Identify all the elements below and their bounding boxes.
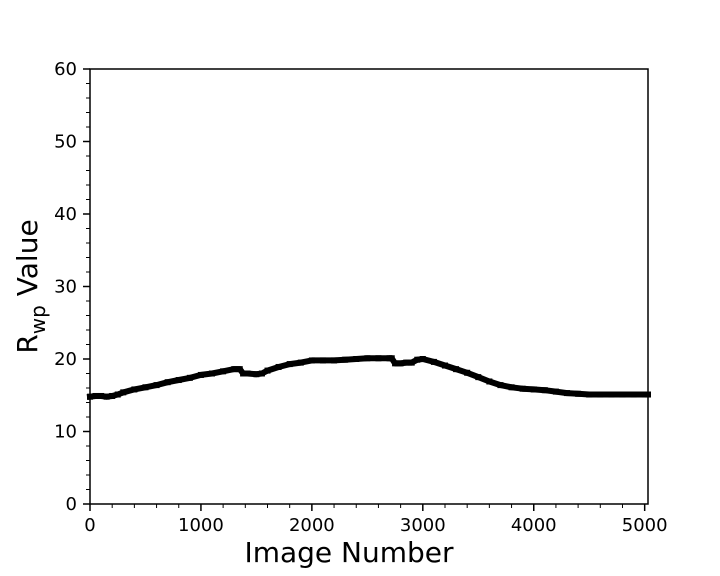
data-point (209, 370, 216, 377)
data-point (175, 377, 182, 384)
data-point (98, 392, 105, 399)
data-point (103, 393, 110, 400)
data-point (586, 391, 593, 398)
data-point (331, 357, 338, 364)
x-tick-label: 3000 (400, 515, 446, 536)
y-tick-label: 20 (54, 349, 77, 370)
x-tick-label: 0 (84, 515, 95, 536)
data-point (353, 356, 360, 362)
data-point (575, 390, 582, 397)
data-point (131, 386, 138, 393)
data-point (414, 356, 421, 363)
data-point (597, 391, 604, 398)
y-axis-label-main: R (11, 334, 44, 353)
data-point (264, 367, 271, 374)
data-point (608, 391, 615, 398)
data-point (403, 359, 410, 366)
data-point (408, 359, 415, 366)
data-point (142, 384, 149, 391)
y-axis-label-suffix: Value (11, 219, 44, 305)
ticks-layer: 0 1000 2000 3000 4000 5000 0 10 20 30 40 50 60 (54, 59, 667, 536)
data-point (530, 386, 537, 393)
data-point (392, 360, 399, 367)
x-tick-label: 2000 (289, 515, 335, 536)
data-point (552, 388, 559, 395)
data-point (220, 368, 227, 375)
data-point (308, 357, 315, 364)
data-point (630, 391, 637, 398)
data-point (375, 355, 382, 362)
data-point (92, 392, 99, 399)
y-tick-label: 60 (54, 59, 77, 80)
data-point (286, 361, 293, 368)
data-point (441, 362, 448, 369)
x-tick-label: 1000 (178, 515, 224, 536)
y-tick-label: 10 (54, 422, 77, 443)
data-point (364, 355, 371, 362)
data-point (641, 391, 648, 398)
y-tick-label: 0 (66, 494, 77, 515)
data-point (541, 387, 548, 394)
data-point (153, 382, 160, 389)
x-tick-label: 5000 (622, 515, 668, 536)
y-tick-label: 50 (54, 132, 77, 153)
data-point (186, 374, 193, 381)
data-point (497, 382, 504, 389)
data-point (519, 385, 526, 392)
y-axis-label-subscript: wp (26, 305, 50, 334)
data-point (475, 374, 482, 381)
data-point (275, 363, 282, 370)
data-point (397, 360, 404, 367)
data-point (388, 355, 395, 362)
data-point (319, 357, 326, 364)
data-point (564, 390, 571, 397)
data-point (464, 369, 471, 376)
data-point (240, 370, 247, 377)
data-point (114, 391, 121, 398)
data-point (486, 378, 493, 385)
data-point (253, 371, 260, 378)
y-tick-label: 40 (54, 204, 77, 225)
data-point (197, 371, 204, 378)
data-point (164, 379, 171, 386)
data-point (430, 358, 437, 365)
data-point (619, 391, 626, 398)
data-point (342, 356, 349, 363)
data-point (120, 389, 127, 396)
data-point (453, 366, 460, 373)
data-point (236, 366, 243, 373)
y-axis-label: Rwp Value (11, 219, 50, 353)
data-point (258, 370, 265, 377)
plot-area-frame (89, 68, 649, 505)
y-tick-label: 30 (54, 277, 77, 298)
data-point (297, 359, 304, 366)
data-point (419, 356, 426, 362)
data-point (231, 366, 238, 373)
series-layer (86, 355, 651, 401)
data-point (508, 384, 515, 391)
x-tick-label: 4000 (511, 515, 557, 536)
data-point (244, 370, 251, 377)
x-axis-label: Image Number (244, 536, 454, 569)
data-point (109, 392, 116, 399)
